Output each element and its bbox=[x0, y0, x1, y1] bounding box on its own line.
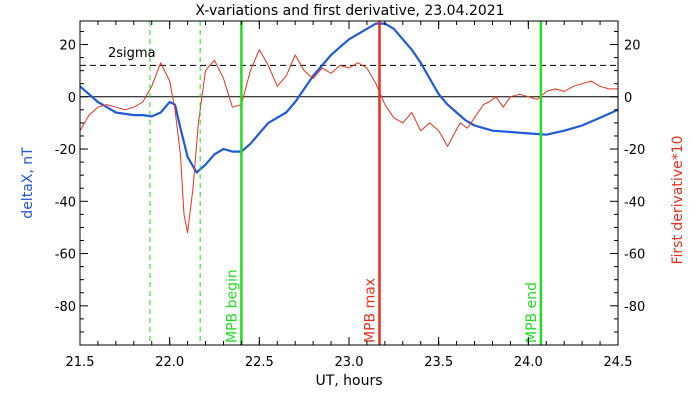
mpb-max-label: MPB max bbox=[362, 278, 378, 343]
reference-lines bbox=[80, 64, 618, 98]
y-tick-label-right-4: -60 bbox=[624, 248, 645, 263]
x-tick-label-6: 24.5 bbox=[604, 355, 633, 370]
series-line-deltax bbox=[79, 22, 619, 174]
y-tick-label-right-1: 0 bbox=[624, 91, 632, 106]
series-layer bbox=[79, 22, 619, 234]
y-tick-label-left-5: -80 bbox=[55, 300, 76, 315]
axis-layer: 21.5 22.0 22.5 23.0 23.5 24.0 24.5 20 20 0 0 -20 -20… bbox=[55, 21, 645, 370]
chart-title: X-variations and first derivative, 23.04… bbox=[195, 3, 504, 19]
y-tick-label-left-4: -60 bbox=[55, 248, 76, 263]
y-tick-label-left-0: 20 bbox=[59, 39, 76, 54]
series-line-derivative bbox=[79, 49, 618, 234]
x-tick-label-4: 23.5 bbox=[424, 355, 453, 370]
x-axis-label: UT, hours bbox=[315, 373, 382, 389]
x-tick-label-2: 22.5 bbox=[245, 355, 274, 370]
y-tick-label-right-5: -80 bbox=[624, 300, 645, 315]
threshold-label: 2sigma bbox=[108, 46, 156, 61]
mpb-begin-label: MPB begin bbox=[224, 269, 240, 343]
y-tick-label-right-0: 20 bbox=[624, 39, 641, 54]
x-tick-label-0: 21.5 bbox=[66, 355, 95, 370]
y-axis-label-left: deltaX, nT bbox=[20, 147, 36, 219]
y-tick-label-left-1: 0 bbox=[68, 91, 76, 106]
y-tick-label-left-2: -20 bbox=[55, 143, 76, 158]
y-tick-label-left-3: -40 bbox=[55, 195, 76, 210]
y-tick-label-right-2: -20 bbox=[624, 143, 645, 158]
y-axis-label-right: First derivative*10 bbox=[670, 135, 686, 264]
x-tick-label-3: 23.0 bbox=[335, 355, 364, 370]
y-tick-label-right-3: -40 bbox=[624, 195, 645, 210]
x-tick-label-1: 22.0 bbox=[155, 355, 184, 370]
mpb-end-label: MPB end bbox=[524, 282, 540, 343]
marker-layer: MPB begin MPB max MPB end bbox=[149, 21, 543, 345]
x-tick-label-5: 24.0 bbox=[514, 355, 543, 370]
